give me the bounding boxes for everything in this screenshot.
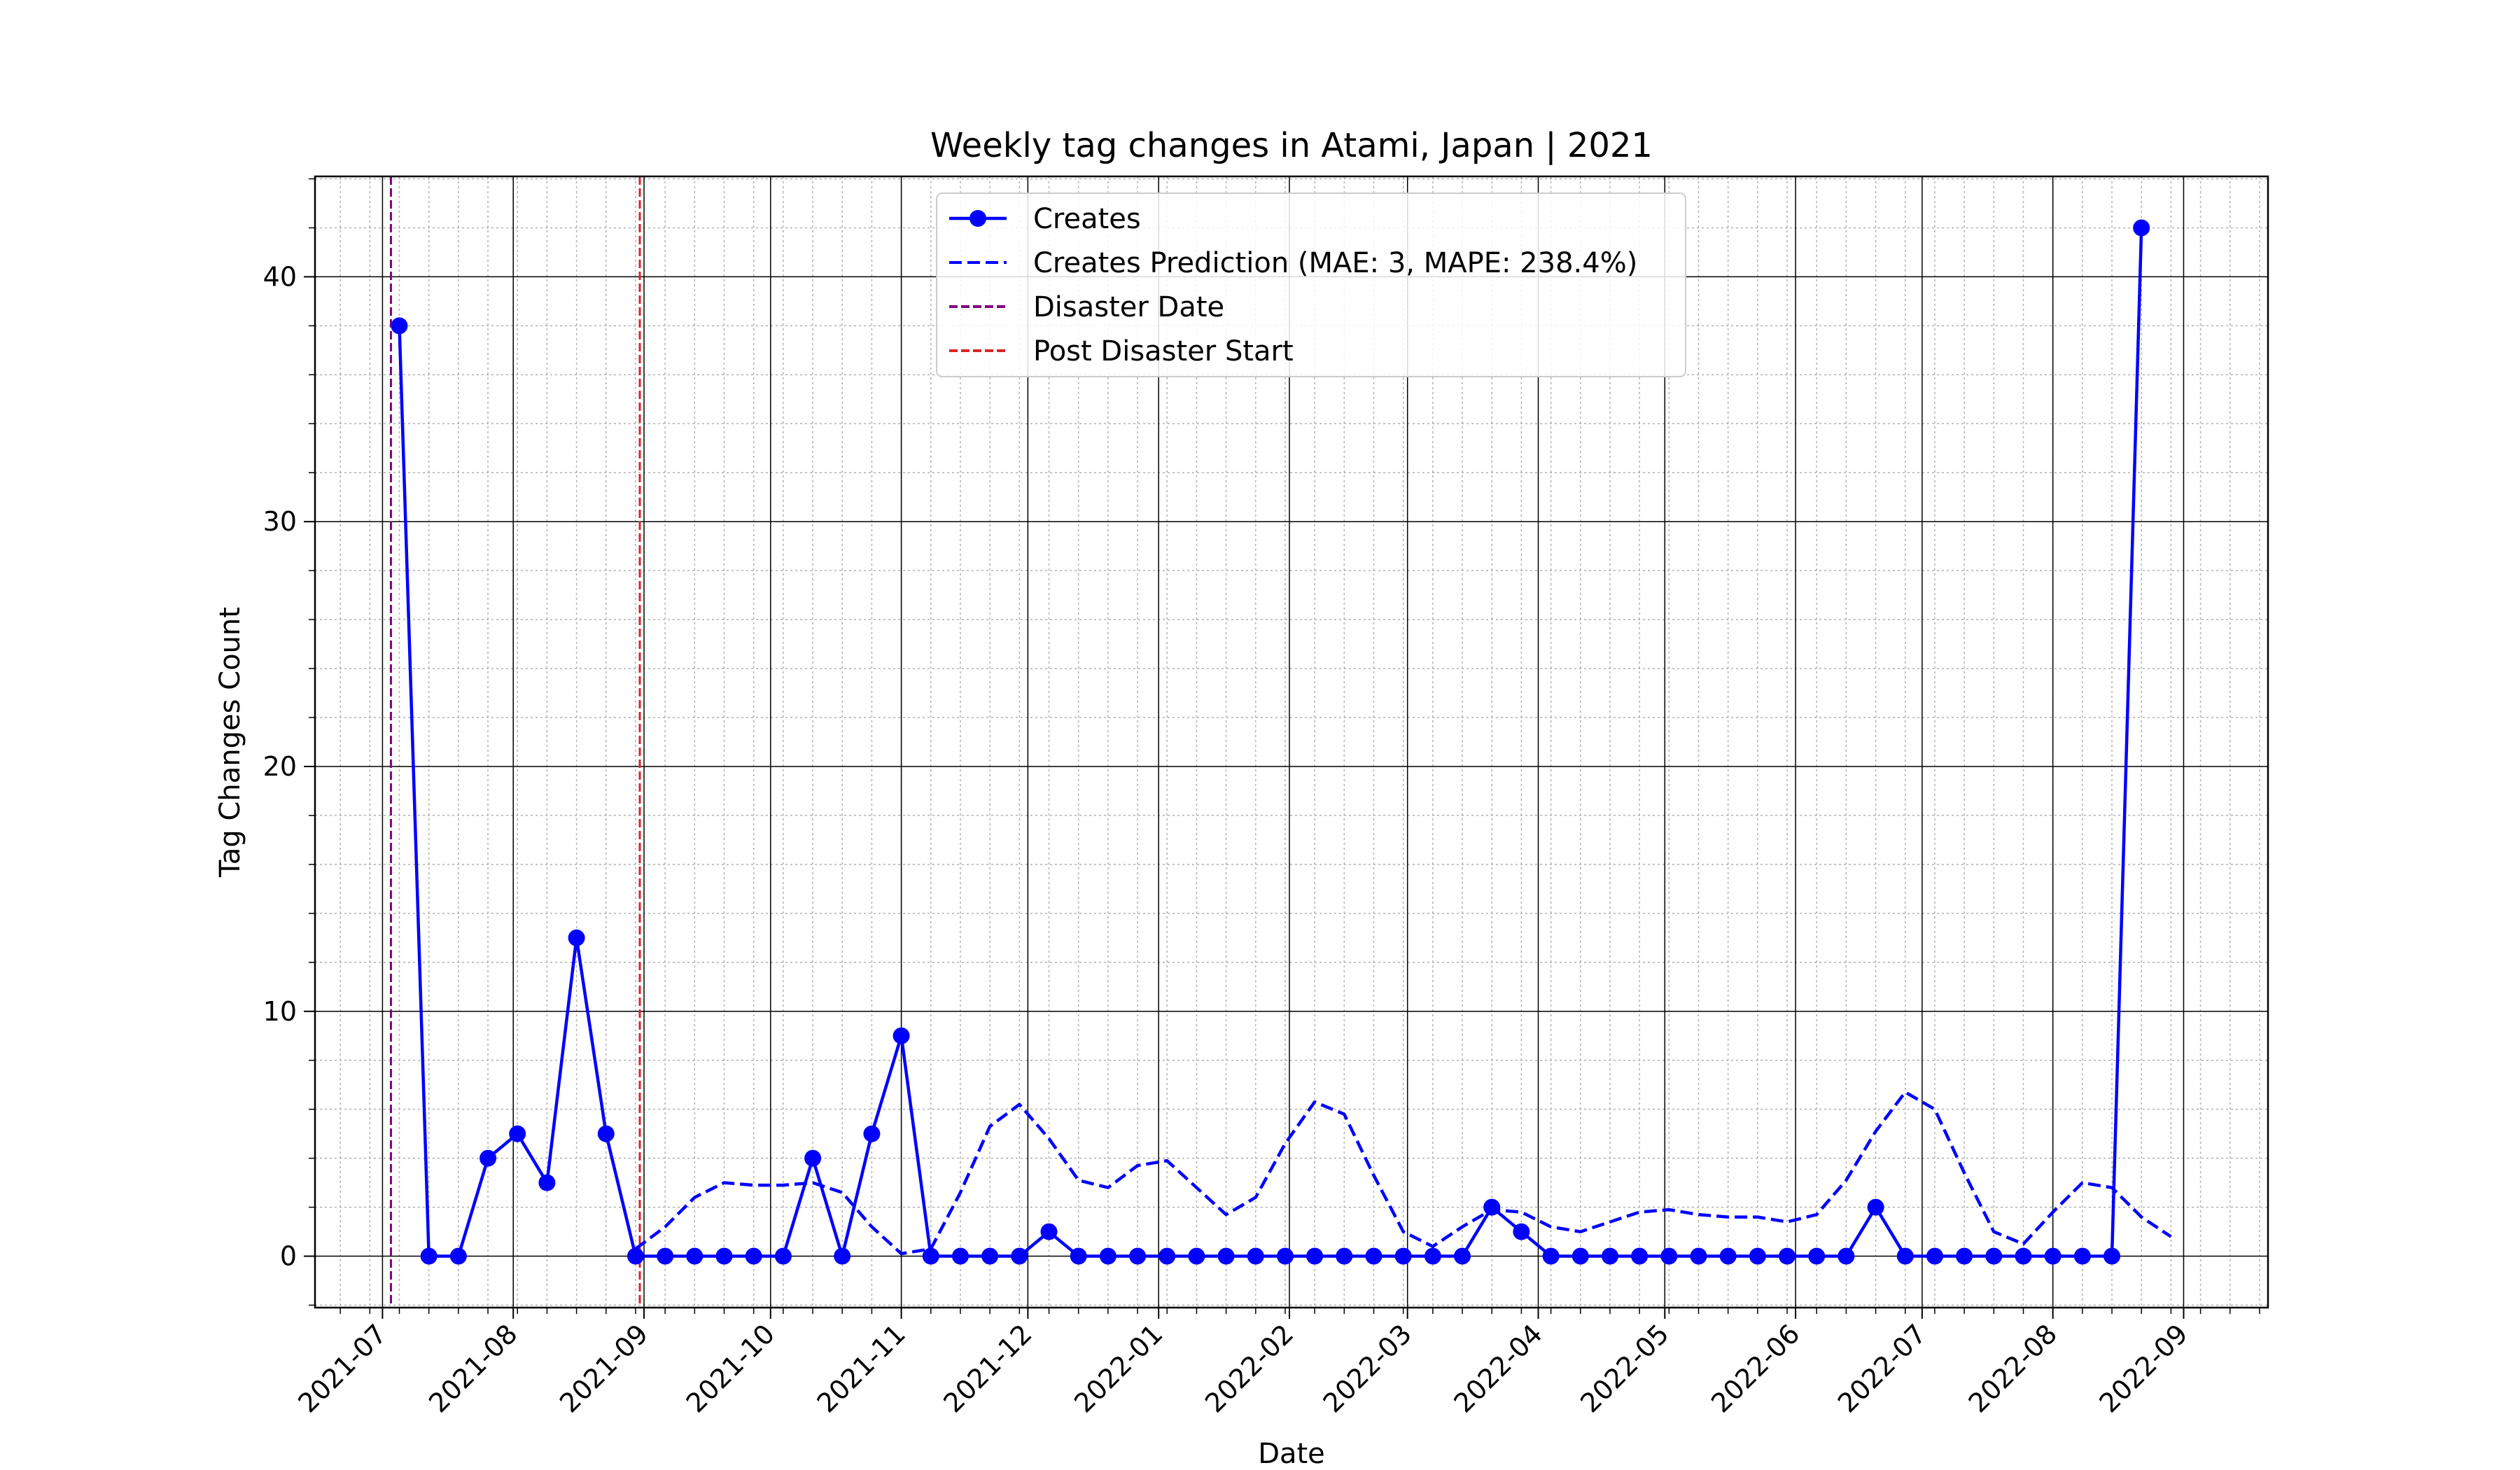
creates-point [391,317,408,335]
creates-point [863,1125,881,1142]
creates-point [509,1125,526,1142]
creates-point [745,1247,762,1265]
legend-label: Creates Prediction (MAE: 3, MAPE: 238.4%… [1033,247,1637,279]
creates-point [1719,1247,1737,1265]
legend-item-creates: Creates [949,203,1141,235]
legend: Creates Creates Prediction (MAE: 3, MAPE:… [936,192,1686,377]
creates-point [922,1247,939,1265]
creates-point [1985,1247,2003,1265]
creates-point [538,1174,556,1191]
y-tick-label: 40 [263,261,297,292]
creates-point [1808,1247,1826,1265]
axis-ticks [304,178,2260,1319]
reference-lines [389,176,641,1308]
legend-item-post-disaster-start: Post Disaster Start [949,335,1294,368]
x-axis-label: Date [1258,1438,1325,1470]
creates-point [1247,1247,1264,1265]
y-tick-label: 10 [263,996,297,1027]
creates-point [1631,1247,1648,1265]
plot-frame [314,175,2269,1309]
creates-point [1217,1247,1235,1265]
creates-point [1749,1247,1766,1265]
creates-point [1306,1247,1324,1265]
creates-point [1277,1247,1294,1265]
creates-point [1837,1247,1855,1265]
creates-point [2133,219,2150,237]
creates-point [1779,1247,1795,1265]
creates-point [479,1149,497,1167]
y-axis-label: Tag Changes Count [214,607,246,878]
creates-point [627,1247,644,1265]
legend-label: Creates [1033,203,1141,235]
creates-point [1158,1247,1176,1265]
creates-point [774,1247,792,1265]
legend-label: Post Disaster Start [1033,335,1294,368]
y-tick-label: 20 [263,751,297,782]
creates-point [1572,1247,1589,1265]
legend-swatch-marker [969,210,986,227]
creates-point [657,1247,674,1265]
creates-point [1483,1198,1501,1216]
series-layer [391,219,2172,1265]
creates-point [2015,1247,2032,1265]
creates-point [1099,1247,1116,1265]
creates-point [1188,1247,1205,1265]
creates-point [1336,1247,1353,1265]
creates-point [1513,1223,1530,1240]
creates-point [568,929,585,946]
creates-point [834,1247,851,1265]
creates-point [1867,1198,1884,1216]
creates-point [686,1247,704,1265]
creates-point [1365,1247,1382,1265]
creates-point [2073,1247,2091,1265]
creates-point [449,1247,467,1265]
creates-point [1602,1247,1618,1265]
creates-point [1660,1247,1678,1265]
creates-point [1424,1247,1441,1265]
legend-item-disaster-date: Disaster Date [949,291,1224,323]
legend-label: Disaster Date [1033,291,1224,323]
creates-point [1040,1223,1058,1240]
creates-point [1956,1247,1973,1265]
creates-point [1129,1247,1147,1265]
legend-box [936,192,1686,377]
creates-point [420,1247,438,1265]
legend-item-prediction: Creates Prediction (MAE: 3, MAPE: 238.4%… [949,247,1637,279]
chart-title: Weekly tag changes in Atami, Japan | 202… [930,126,1653,165]
y-tick-label: 30 [263,506,297,537]
creates-point [2104,1247,2120,1265]
creates-point [981,1247,999,1265]
creates-point [597,1125,615,1142]
creates-point [1926,1247,1943,1265]
creates-point [892,1027,910,1044]
creates-point [1011,1247,1028,1265]
creates-point [1070,1247,1087,1265]
creates-point [804,1149,822,1167]
creates-point [1394,1247,1412,1265]
creates-point [952,1247,969,1265]
y-tick-label: 0 [280,1241,297,1272]
creates-point [2044,1247,2062,1265]
prediction-line [634,1090,2172,1256]
creates-point [1454,1247,1471,1265]
creates-point [715,1247,733,1265]
creates-point [1542,1247,1560,1265]
creates-point [1690,1247,1707,1265]
creates-point [1896,1247,1914,1265]
